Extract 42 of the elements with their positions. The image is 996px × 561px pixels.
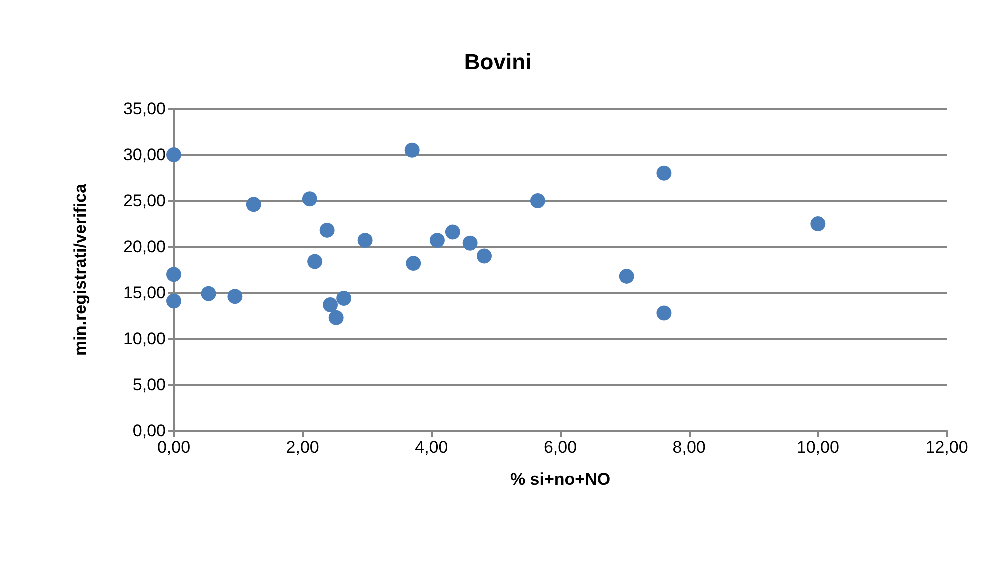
y-tick-label: 20,00 <box>123 238 166 256</box>
y-tick-label: 30,00 <box>123 146 166 164</box>
point <box>302 192 318 207</box>
y-tick-label: 5,00 <box>132 376 166 394</box>
x-axis-title: % si+no+NO <box>510 470 611 489</box>
point <box>328 310 344 326</box>
point <box>404 142 420 158</box>
point <box>320 222 335 238</box>
point <box>308 254 323 270</box>
x-tick-label: 6,00 <box>544 438 578 457</box>
y-tick-label: 35,00 <box>123 100 166 118</box>
point <box>619 268 634 284</box>
point <box>323 297 338 312</box>
point <box>656 166 672 181</box>
point <box>228 289 243 304</box>
point <box>166 148 182 162</box>
point <box>810 216 826 232</box>
point <box>477 248 492 264</box>
point <box>406 256 422 272</box>
point <box>166 267 182 282</box>
x-tick-label: 4,00 <box>415 438 448 457</box>
point <box>462 236 478 251</box>
chart-title: Bovini <box>464 50 532 74</box>
point <box>336 291 352 306</box>
point <box>166 294 182 309</box>
point <box>530 194 546 208</box>
y-tick-label: 0,00 <box>132 422 166 440</box>
point <box>358 233 373 248</box>
y-axis-title: min.registrati/verifica <box>71 183 90 356</box>
point <box>656 306 672 321</box>
point <box>201 286 216 302</box>
x-tick-label: 2,00 <box>286 438 320 457</box>
point <box>246 197 262 212</box>
y-tick-label: 15,00 <box>123 284 166 302</box>
x-tick-label: 12,00 <box>926 438 968 457</box>
point <box>445 224 460 240</box>
y-tick-label: 25,00 <box>123 192 166 210</box>
point <box>430 233 445 248</box>
x-tick-label: 0,00 <box>157 438 191 457</box>
x-tick-label: 10,00 <box>796 438 840 457</box>
y-tick-label: 10,00 <box>123 330 166 348</box>
x-tick-label: 8,00 <box>672 438 706 457</box>
